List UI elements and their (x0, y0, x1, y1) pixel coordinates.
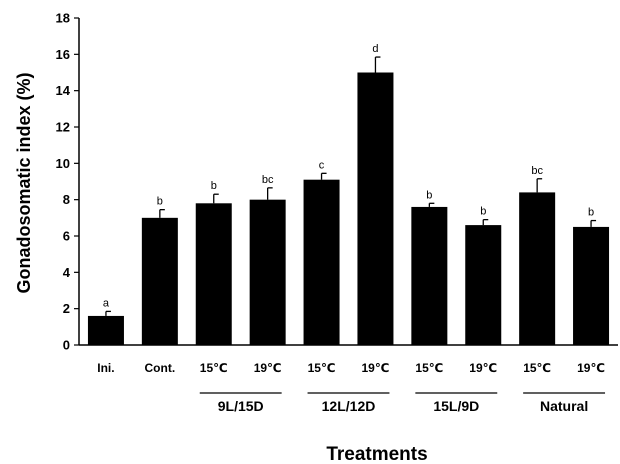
y-tick-label: 2 (63, 301, 70, 316)
x-tick-label: Ini. (97, 361, 114, 375)
x-tick-label: Cont. (145, 361, 176, 375)
significance-label: a (103, 297, 110, 309)
significance-labels: a b b bc c d b b bc b (103, 43, 594, 309)
y-axis-label: Gonadosomatic index (%) (14, 72, 34, 293)
x-tick-label: 19℃ (577, 361, 605, 375)
significance-label: b (157, 196, 163, 208)
bar (519, 192, 556, 345)
x-tick-label: 15℃ (415, 361, 443, 375)
y-tick-label: 4 (63, 265, 71, 280)
x-tick-label: 15℃ (308, 361, 336, 375)
y-tick-label: 10 (56, 156, 70, 171)
y-tick-label: 0 (63, 338, 70, 353)
group-label: 9L/15D (218, 398, 264, 414)
y-tick-label: 16 (56, 47, 70, 62)
x-tick-labels: Ini. Cont. 15℃ 19℃ 15℃ 19℃ 15℃ 19℃ 15℃ 19℃ (97, 361, 605, 375)
treatment-groups: 9L/15D 12L/12D 15L/9D Natural (199, 392, 606, 414)
bar (87, 315, 124, 345)
significance-label: b (588, 207, 594, 219)
bar (465, 225, 502, 345)
y-tick-label: 12 (56, 120, 70, 135)
group-label: 15L/9D (433, 398, 479, 414)
bar (195, 203, 232, 345)
bar (249, 199, 286, 345)
y-tick-label: 18 (56, 11, 70, 26)
x-tick-label: 15℃ (523, 361, 551, 375)
y-tick-label: 6 (63, 229, 70, 244)
bar (573, 226, 610, 345)
significance-label: b (480, 206, 486, 218)
significance-label: d (372, 43, 378, 55)
bars (87, 72, 610, 345)
significance-label: bc (531, 165, 543, 177)
bar (141, 217, 178, 345)
y-tick-label: 8 (63, 192, 70, 207)
bar (357, 72, 394, 345)
bar (303, 179, 340, 345)
y-tick-labels: 0 2 4 6 8 10 12 14 16 18 (56, 11, 71, 353)
x-tick-label: 19℃ (362, 361, 390, 375)
significance-label: b (426, 189, 432, 201)
significance-label: bc (262, 174, 274, 186)
x-tick-label: 19℃ (254, 361, 282, 375)
y-tick-label: 14 (56, 83, 71, 98)
x-tick-label: 15℃ (200, 361, 228, 375)
x-tick-label: 19℃ (469, 361, 497, 375)
significance-label: b (211, 180, 217, 192)
bar (411, 206, 448, 345)
significance-label: c (319, 159, 325, 171)
group-label: Natural (540, 398, 588, 414)
group-label: 12L/12D (322, 398, 376, 414)
x-axis-label: Treatments (326, 444, 427, 464)
error-bars (105, 56, 597, 316)
